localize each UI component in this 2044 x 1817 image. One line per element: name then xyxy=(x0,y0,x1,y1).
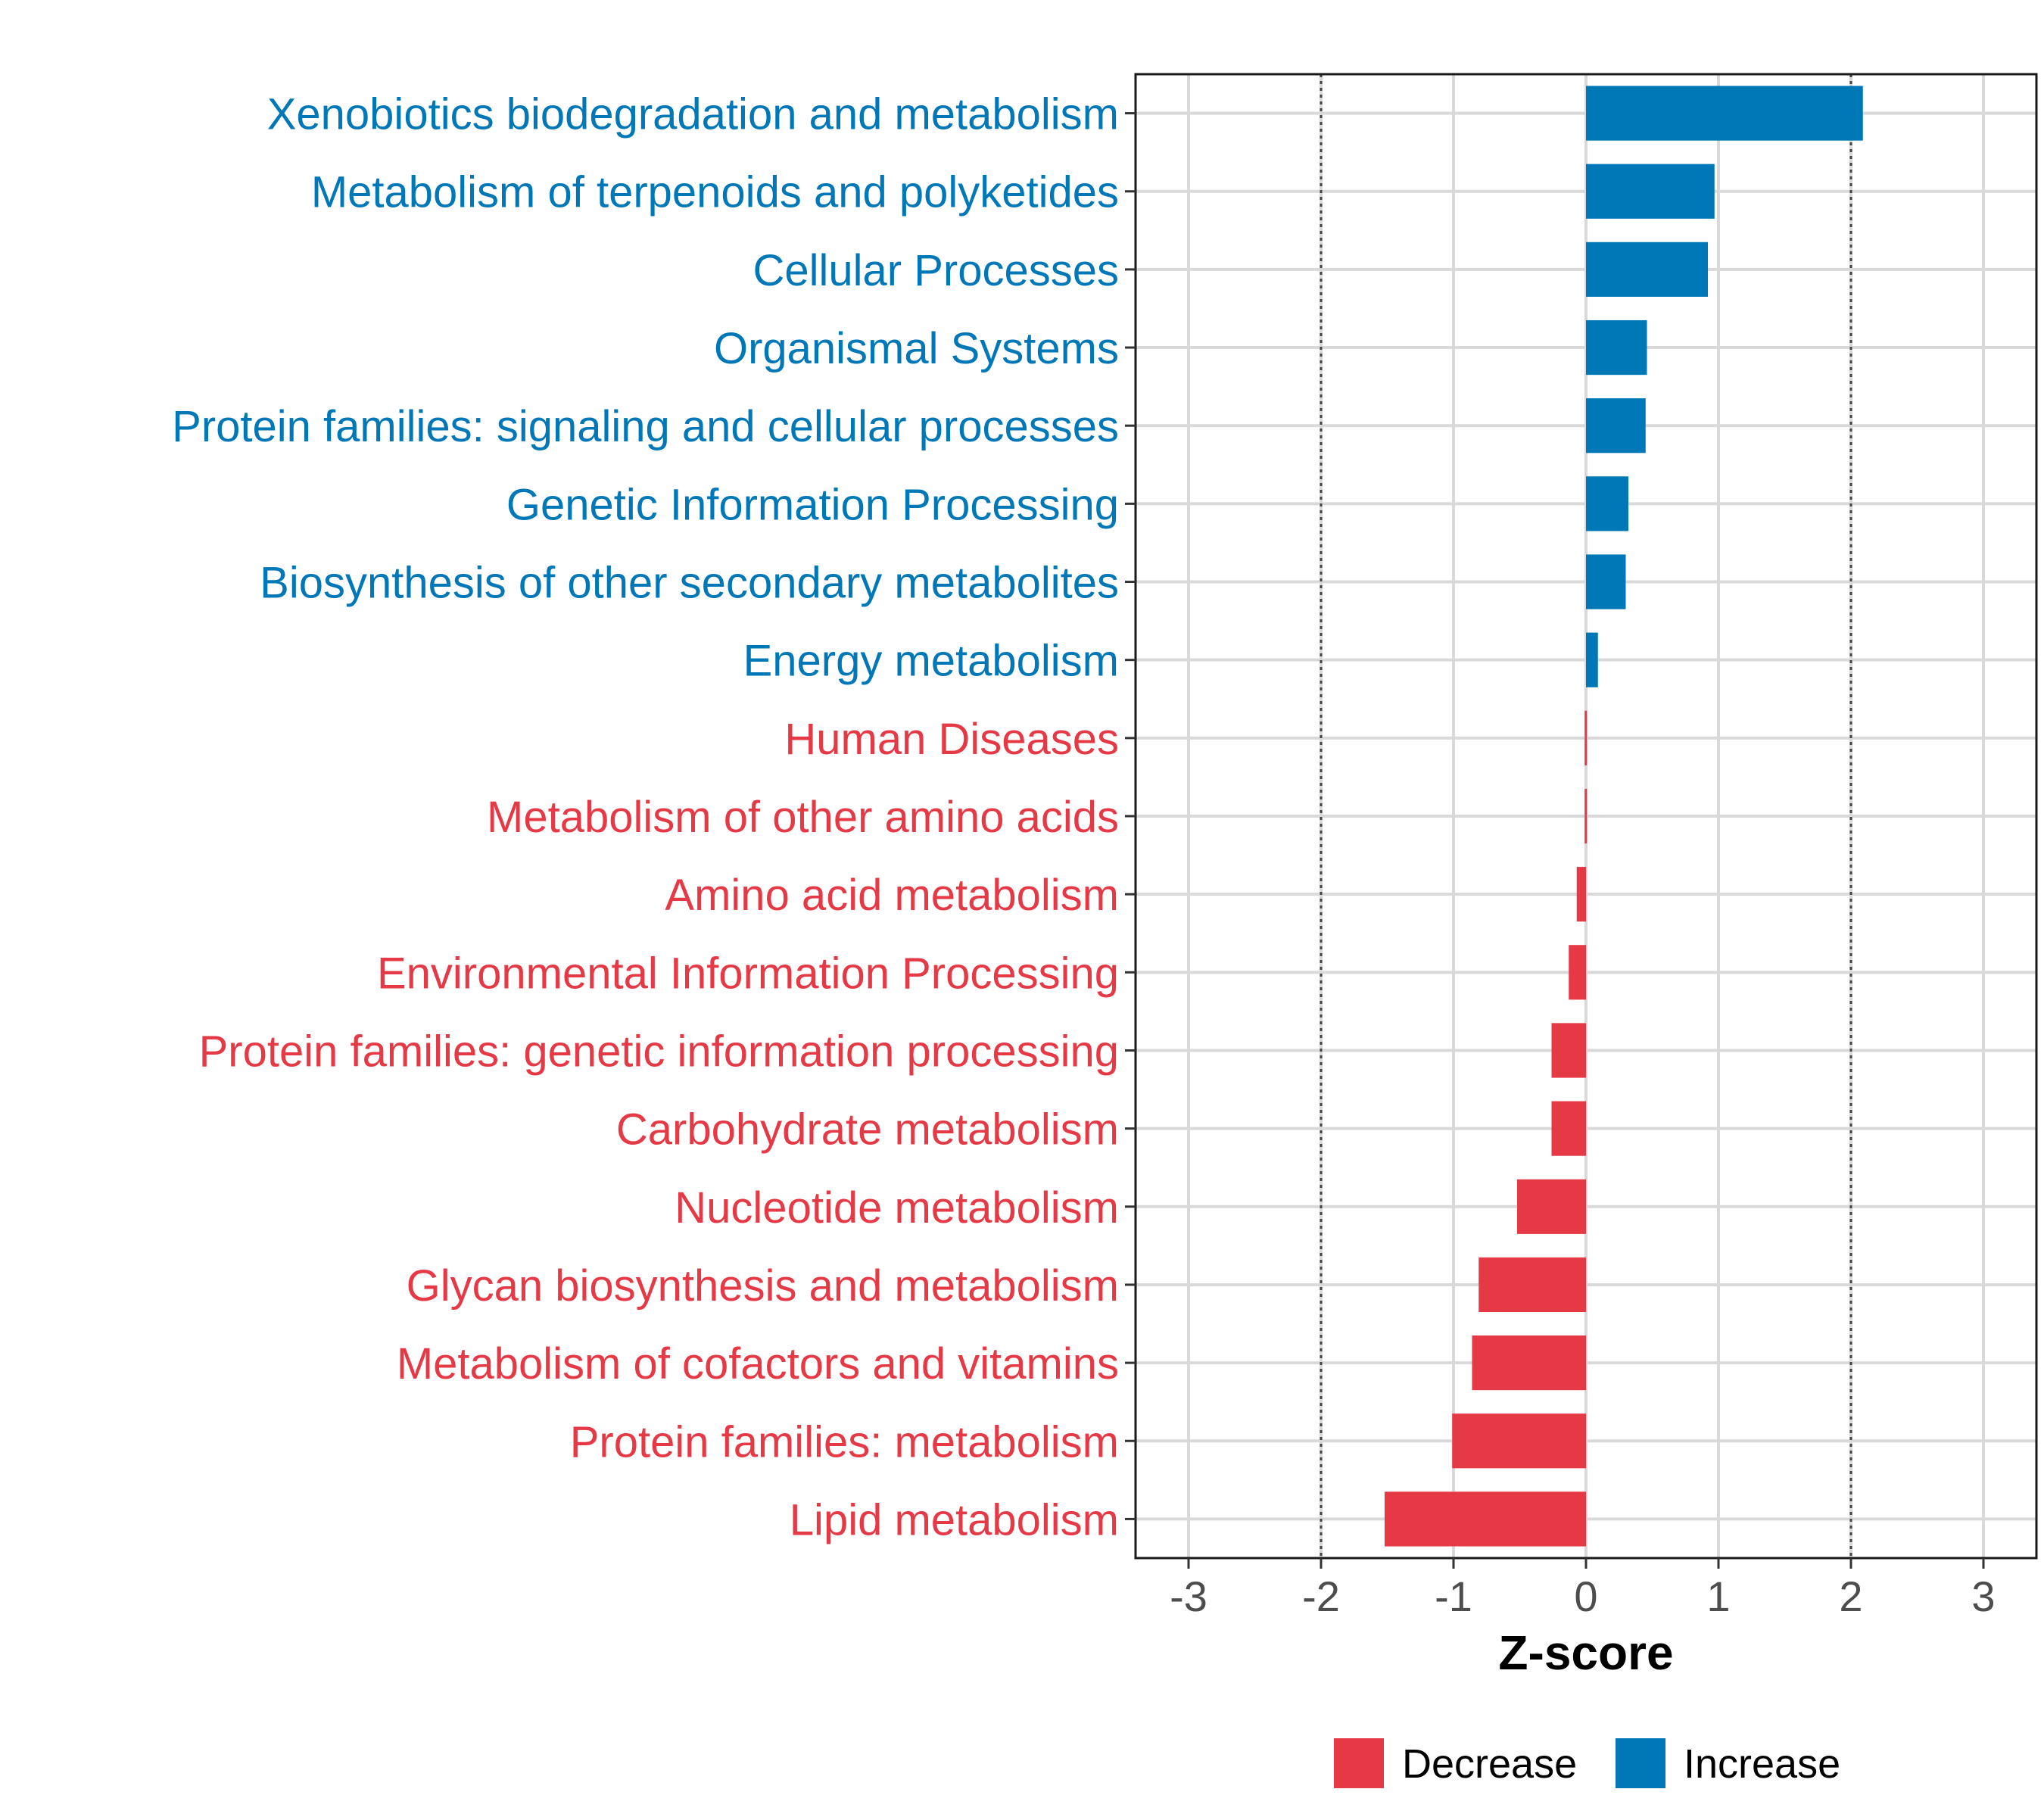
y-tick-label: Genetic Information Processing xyxy=(506,480,1119,529)
x-tick-label: 1 xyxy=(1706,1572,1730,1620)
bar-increase xyxy=(1586,164,1715,219)
bar-decrease xyxy=(1551,1101,1586,1156)
bar-increase xyxy=(1586,554,1626,609)
y-tick-label: Environmental Information Processing xyxy=(377,949,1119,998)
y-tick-label: Metabolism of cofactors and vitamins xyxy=(397,1339,1119,1388)
bar-increase xyxy=(1586,86,1863,141)
x-tick-label: -1 xyxy=(1435,1572,1472,1620)
bar-decrease xyxy=(1517,1179,1586,1234)
y-tick-label: Metabolism of terpenoids and polyketides xyxy=(311,168,1119,217)
y-tick-label: Protein families: metabolism xyxy=(570,1417,1119,1466)
y-tick-label: Nucleotide metabolism xyxy=(675,1183,1119,1233)
bar-increase xyxy=(1586,319,1647,376)
legend: Decrease Increase xyxy=(1334,1738,1840,1788)
x-axis-title: Z-score xyxy=(1498,1625,1673,1680)
y-tick-label: Lipid metabolism xyxy=(790,1495,1119,1544)
y-tick-label: Xenobiotics biodegradation and metabolis… xyxy=(267,90,1119,139)
x-tick-label: -2 xyxy=(1302,1572,1340,1620)
bar-decrease xyxy=(1452,1413,1586,1469)
y-tick-label: Energy metabolism xyxy=(743,637,1119,686)
y-tick-label: Human Diseases xyxy=(784,715,1119,764)
bar-increase xyxy=(1586,476,1628,531)
x-axis-tick-labels: -3 -2 -1 0 1 2 3 xyxy=(1170,1572,1995,1620)
y-tick-label: Carbohydrate metabolism xyxy=(616,1105,1119,1155)
bars xyxy=(1385,86,1863,1547)
bar-decrease xyxy=(1569,945,1586,1000)
x-tick-label: 2 xyxy=(1839,1572,1862,1620)
x-tick-label: 3 xyxy=(1971,1572,1995,1620)
legend-swatch-decrease xyxy=(1334,1738,1384,1788)
bar-decrease xyxy=(1551,1023,1586,1078)
x-tick-label: -3 xyxy=(1170,1572,1207,1620)
bar-decrease xyxy=(1584,710,1588,765)
y-tick-label: Amino acid metabolism xyxy=(665,871,1119,920)
y-tick-label: Protein families: signaling and cellular… xyxy=(172,402,1119,451)
reference-lines xyxy=(1320,74,1852,1558)
y-axis-labels: Xenobiotics biodegradation and metabolis… xyxy=(172,90,1119,1545)
x-axis-ticks xyxy=(1187,1558,1985,1569)
bar-decrease xyxy=(1576,867,1586,922)
legend-swatch-increase xyxy=(1616,1738,1665,1788)
bar-increase xyxy=(1586,632,1598,687)
y-tick-label: Organismal Systems xyxy=(714,324,1119,373)
y-tick-label: Metabolism of other amino acids xyxy=(487,793,1119,842)
x-tick-label: 0 xyxy=(1574,1572,1597,1620)
y-axis-ticks xyxy=(1125,112,1136,1520)
bar-decrease xyxy=(1584,788,1588,844)
legend-label-increase: Increase xyxy=(1684,1741,1840,1787)
bar-increase xyxy=(1586,242,1708,297)
y-tick-label: Cellular Processes xyxy=(752,246,1119,295)
legend-label-decrease: Decrease xyxy=(1402,1741,1577,1787)
y-tick-label: Glycan biosynthesis and metabolism xyxy=(407,1261,1119,1311)
bar-decrease xyxy=(1472,1335,1586,1391)
bar-decrease xyxy=(1478,1257,1586,1313)
y-tick-label: Biosynthesis of other secondary metaboli… xyxy=(260,559,1119,608)
bar-decrease xyxy=(1385,1491,1586,1547)
y-tick-label: Protein families: genetic information pr… xyxy=(199,1027,1119,1076)
bar-increase xyxy=(1586,398,1646,453)
